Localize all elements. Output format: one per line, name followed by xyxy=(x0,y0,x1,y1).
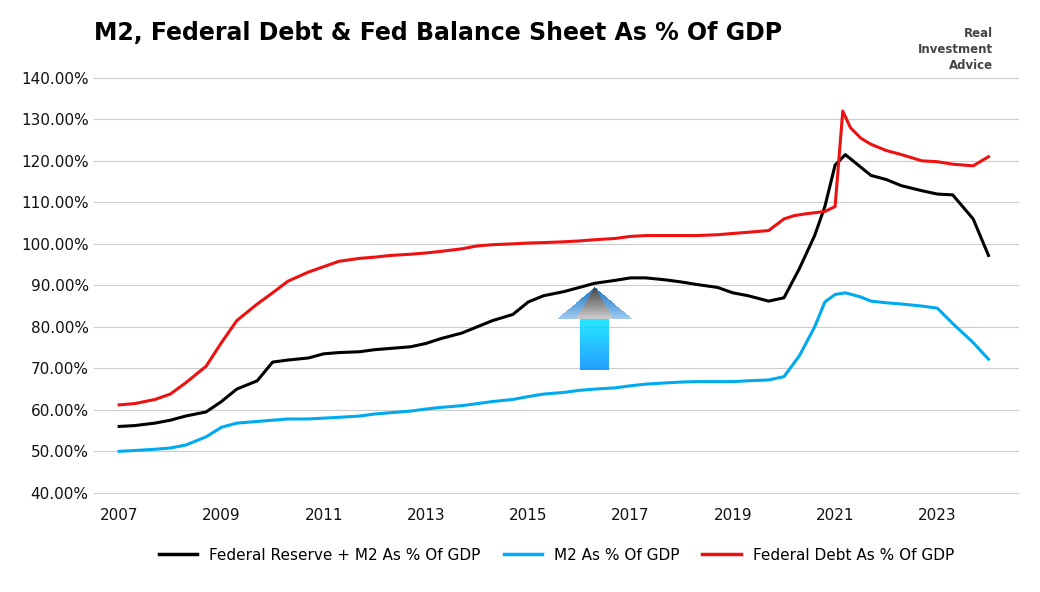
Bar xyxy=(580,338,609,339)
Bar xyxy=(580,324,609,325)
Bar xyxy=(580,340,609,341)
Bar xyxy=(580,325,609,326)
Bar xyxy=(580,349,609,350)
Bar xyxy=(580,358,609,359)
Bar xyxy=(580,323,609,324)
Bar xyxy=(580,329,609,330)
Bar xyxy=(580,360,609,361)
Bar xyxy=(580,346,609,347)
Bar xyxy=(580,345,609,346)
Bar xyxy=(580,356,609,357)
Bar xyxy=(580,364,609,365)
Bar xyxy=(580,350,609,351)
Bar xyxy=(580,353,609,354)
Bar xyxy=(580,321,609,322)
Bar xyxy=(580,327,609,329)
Bar xyxy=(580,344,609,345)
Bar xyxy=(580,326,609,327)
Bar xyxy=(580,359,609,360)
Bar xyxy=(580,333,609,334)
Bar xyxy=(580,319,609,320)
Bar xyxy=(580,355,609,356)
Bar xyxy=(580,342,609,343)
Bar xyxy=(580,354,609,355)
Bar xyxy=(580,341,609,342)
Bar xyxy=(580,322,609,323)
Bar xyxy=(580,320,609,321)
Bar xyxy=(580,348,609,349)
Bar xyxy=(580,339,609,340)
Legend: Federal Reserve + M2 As % Of GDP, M2 As % Of GDP, Federal Debt As % Of GDP: Federal Reserve + M2 As % Of GDP, M2 As … xyxy=(153,542,960,569)
Bar xyxy=(580,351,609,352)
Bar xyxy=(580,332,609,333)
Bar xyxy=(580,318,609,319)
Bar xyxy=(580,367,609,368)
Bar xyxy=(580,343,609,344)
Bar xyxy=(580,334,609,336)
Bar xyxy=(580,370,609,371)
Bar xyxy=(580,369,609,370)
Bar xyxy=(580,366,609,367)
Bar xyxy=(580,365,609,366)
Text: Real
Investment
Advice: Real Investment Advice xyxy=(918,27,993,72)
Bar xyxy=(580,357,609,358)
Bar xyxy=(580,331,609,332)
Bar xyxy=(580,363,609,364)
Bar xyxy=(580,361,609,362)
Bar xyxy=(580,336,609,337)
Bar xyxy=(580,352,609,353)
Bar xyxy=(580,347,609,348)
Bar xyxy=(580,368,609,369)
Bar xyxy=(580,337,609,338)
Bar xyxy=(580,330,609,331)
Bar xyxy=(580,362,609,363)
Text: M2, Federal Debt & Fed Balance Sheet As % Of GDP: M2, Federal Debt & Fed Balance Sheet As … xyxy=(94,21,782,45)
